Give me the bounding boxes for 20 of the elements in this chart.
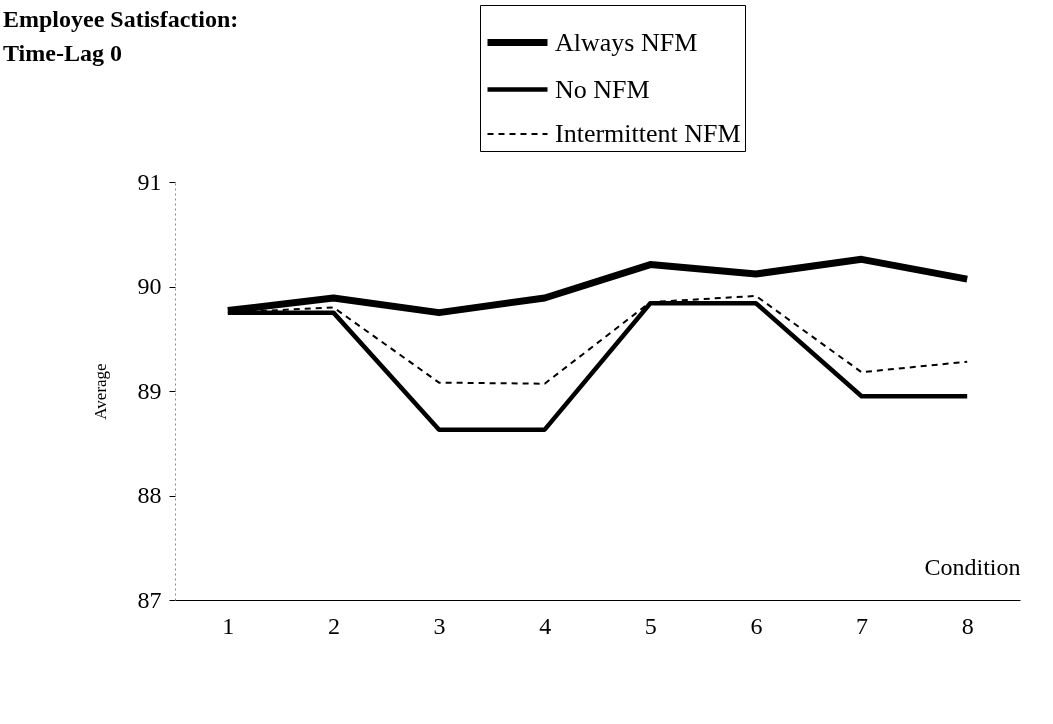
x-axis-title: Condition xyxy=(924,553,1021,580)
y-tick-label: 87 xyxy=(137,586,162,613)
x-tick-label: 4 xyxy=(539,612,552,639)
y-tick-label: 88 xyxy=(137,482,162,508)
x-tick-label: 8 xyxy=(961,612,974,639)
x-tick-label: 7 xyxy=(856,612,869,639)
x-tick-label: 6 xyxy=(750,612,763,639)
y-axis-title: Average xyxy=(90,363,110,420)
y-tick-label: 91 xyxy=(137,168,162,195)
x-tick-label: 2 xyxy=(327,612,340,639)
y-tick-label: 89 xyxy=(137,377,162,404)
x-tick-label: 1 xyxy=(222,612,235,639)
legend-label: Intermittent NFM xyxy=(555,119,741,148)
y-tick-label: 90 xyxy=(137,273,162,299)
x-tick-label: 5 xyxy=(644,612,657,639)
legend-label: Always NFM xyxy=(555,27,698,57)
legend-label: No NFM xyxy=(555,74,650,104)
text: Time-Lag 0 xyxy=(3,40,122,66)
x-tick-label: 3 xyxy=(433,612,446,639)
text: Employee Satisfaction: xyxy=(3,6,239,32)
